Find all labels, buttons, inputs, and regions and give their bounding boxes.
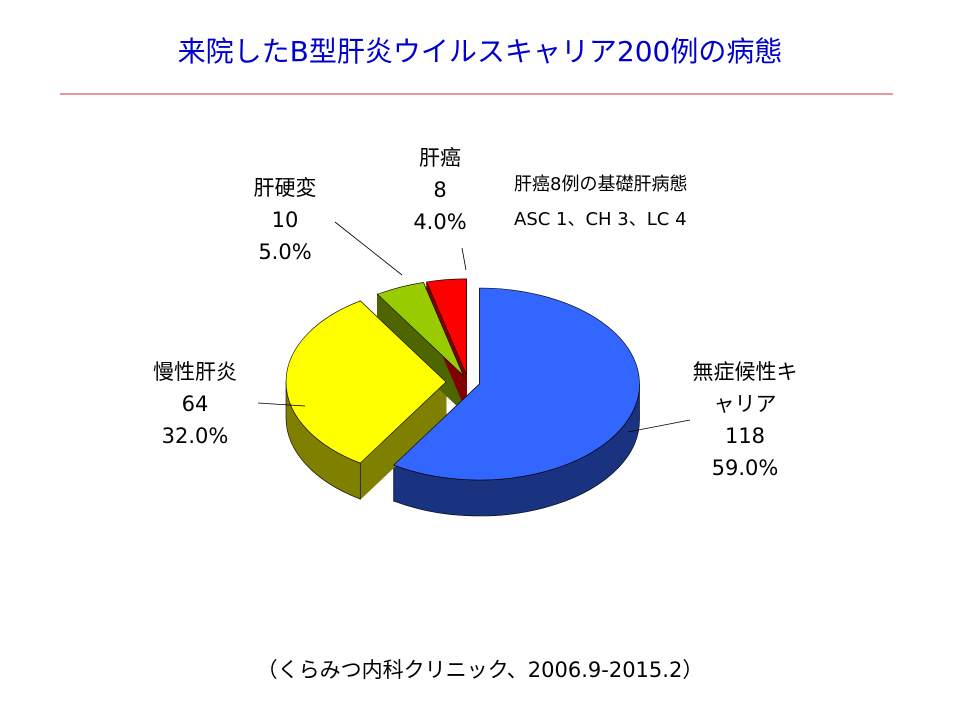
category-label: 肝硬変: [253, 176, 317, 200]
slice: [376, 282, 464, 376]
data-label: 肝癌 8 4.0%: [385, 142, 495, 238]
percent-label: 59.0%: [711, 456, 779, 480]
annotation: ASC 1、CH 3、LC 4: [514, 209, 687, 230]
leader-line: [334, 221, 403, 276]
count-label: 10: [271, 208, 299, 232]
category-label: 慢性肝炎: [153, 360, 237, 384]
footnote: （くらみつ内科クリニック、2006.9-2015.2）: [256, 658, 704, 682]
slice: [393, 287, 640, 481]
percent-label: 5.0%: [258, 240, 312, 264]
slice: [285, 300, 447, 464]
slide-title: 来院したB型肝炎ウイルスキャリア200例の病態: [177, 35, 783, 68]
data-label: 慢性肝炎 64 32.0%: [140, 356, 250, 452]
slice: [426, 278, 467, 375]
percent-label: 4.0%: [413, 210, 467, 234]
count-label: 8: [433, 178, 447, 202]
data-label: 無症候性キャリア 118 59.0%: [690, 356, 800, 484]
percent-label: 32.0%: [161, 424, 229, 448]
category-label: 肝癌: [419, 146, 461, 170]
annotation: 肝癌8例の基礎肝病態: [514, 174, 688, 195]
leader-line: [461, 247, 467, 271]
leader-line: [627, 419, 691, 433]
data-label: 肝硬変 10 5.0%: [230, 172, 340, 268]
leader-line: [257, 402, 306, 407]
count-label: 64: [181, 392, 209, 416]
count-label: 118: [724, 424, 766, 448]
category-label: 無症候性キャリア: [692, 360, 798, 416]
